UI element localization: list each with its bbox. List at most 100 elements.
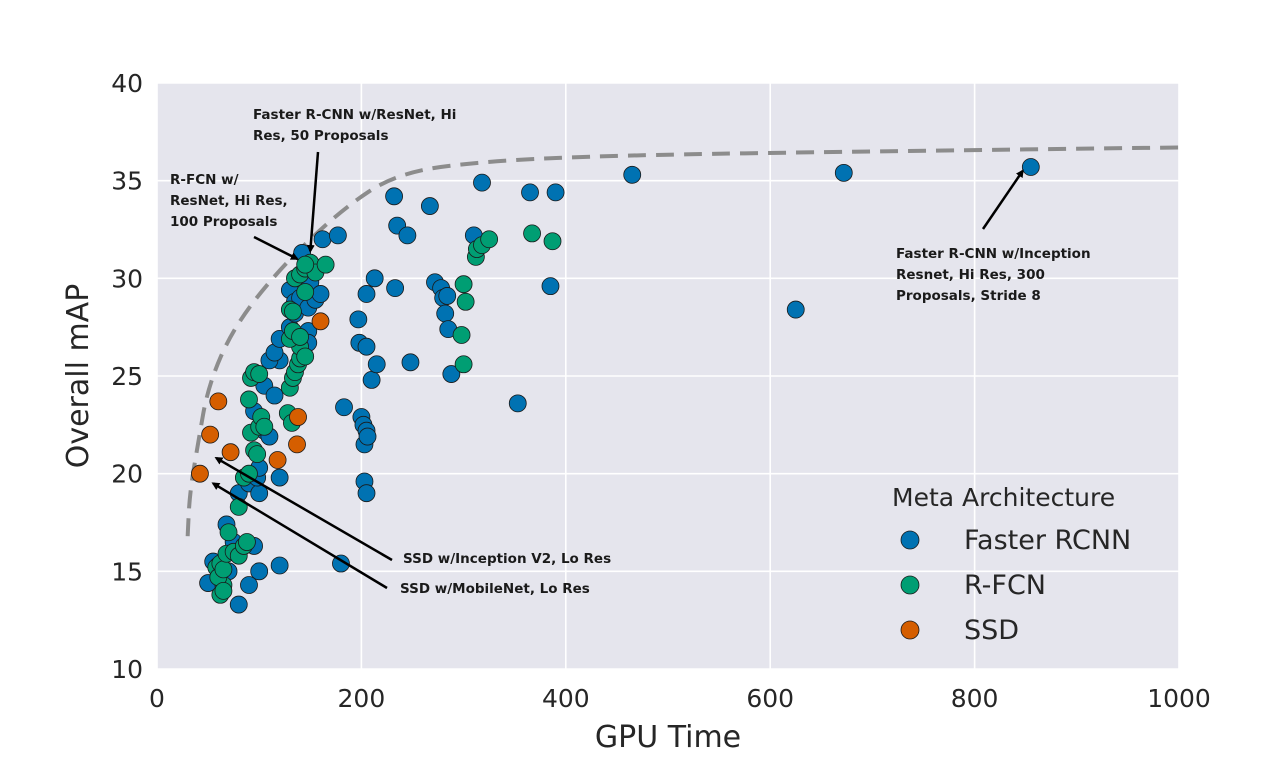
legend: Meta Architecture Faster RCNN R-FCN SSD xyxy=(892,483,1131,646)
legend-marker-faster-rcnn xyxy=(900,530,920,550)
point-faster-rcnn xyxy=(328,226,347,245)
legend-marker-r-fcn xyxy=(900,575,920,595)
annotation-arrow xyxy=(253,235,299,260)
point-faster-rcnn xyxy=(357,337,376,356)
legend-label-faster-rcnn: Faster RCNN xyxy=(964,525,1131,556)
point-ssd xyxy=(201,425,220,444)
point-r-fcn xyxy=(296,347,315,366)
y-tick-label: 25 xyxy=(111,362,143,391)
point-faster-rcnn xyxy=(362,371,381,389)
annotations: Faster R-CNN w/ResNet, Hi Res, 50 Proposa… xyxy=(170,107,1091,597)
point-faster-rcnn xyxy=(473,173,491,192)
point-faster-rcnn xyxy=(420,197,439,215)
point-faster-rcnn xyxy=(834,163,853,182)
annotation-arrow xyxy=(306,151,320,253)
point-faster-rcnn xyxy=(357,285,376,303)
y-tick-label: 40 xyxy=(111,69,143,98)
point-r-fcn xyxy=(291,328,309,346)
annotation: R-FCN w/ResNet, Hi Res, 100 Proposals xyxy=(170,172,299,260)
point-ssd xyxy=(288,435,306,454)
point-r-fcn xyxy=(296,283,315,301)
annotation-text: ResNet, Hi Res, xyxy=(170,193,288,209)
annotation-text: Faster R-CNN w/ResNet, Hi xyxy=(253,107,456,123)
point-faster-rcnn xyxy=(335,398,353,417)
point-r-fcn xyxy=(240,390,258,409)
y-tick-label: 20 xyxy=(111,460,143,489)
point-faster-rcnn xyxy=(250,562,269,581)
point-r-fcn xyxy=(456,292,475,311)
point-faster-rcnn xyxy=(786,300,805,319)
point-r-fcn xyxy=(480,230,499,249)
point-ssd xyxy=(311,312,330,331)
point-faster-rcnn xyxy=(438,287,457,305)
point-faster-rcnn xyxy=(386,279,405,298)
point-r-fcn xyxy=(296,255,315,274)
x-tick-label: 800 xyxy=(951,684,999,713)
point-ssd xyxy=(268,451,287,469)
point-r-fcn xyxy=(452,326,471,344)
point-r-fcn xyxy=(240,464,258,483)
point-faster-rcnn xyxy=(401,353,420,372)
annotation-arrow xyxy=(214,456,393,562)
y-axis-label: Overall mAP xyxy=(61,284,96,469)
annotation-text: Resnet, Hi Res, 300 xyxy=(896,267,1045,283)
point-r-fcn xyxy=(543,232,562,251)
annotation-text: Res, 50 Proposals xyxy=(253,128,388,144)
x-tick-label: 400 xyxy=(542,684,590,713)
point-faster-rcnn xyxy=(332,554,350,573)
point-faster-rcnn xyxy=(521,183,539,202)
point-faster-rcnn xyxy=(436,304,455,323)
point-r-fcn xyxy=(219,523,238,542)
point-r-fcn xyxy=(255,417,274,436)
point-r-fcn xyxy=(250,365,269,383)
annotation: Faster R-CNN w/ResNet, Hi Res, 50 Proposa… xyxy=(253,107,456,253)
point-r-fcn xyxy=(284,302,302,321)
legend-title: Meta Architecture xyxy=(892,483,1115,512)
point-faster-rcnn xyxy=(541,277,560,296)
legend-label-r-fcn: R-FCN xyxy=(964,570,1046,601)
y-tick-label: 30 xyxy=(111,264,143,293)
x-tick-label: 1000 xyxy=(1147,684,1211,713)
point-r-fcn xyxy=(238,533,256,551)
y-tick-label: 10 xyxy=(111,655,143,684)
point-faster-rcnn xyxy=(265,386,284,405)
annotation-text: Faster R-CNN w/Inception xyxy=(896,246,1091,262)
annotation-text: SSD w/MobileNet, Lo Res xyxy=(400,581,590,597)
point-r-fcn xyxy=(316,255,335,274)
x-axis-label: GPU Time xyxy=(595,720,741,755)
point-faster-rcnn xyxy=(357,484,376,503)
annotation-text: R-FCN w/ xyxy=(170,172,239,188)
annotation: SSD w/MobileNet, Lo Res xyxy=(211,482,590,597)
point-faster-rcnn xyxy=(623,165,642,184)
point-faster-rcnn xyxy=(229,595,248,614)
point-faster-rcnn xyxy=(349,310,368,329)
x-tick-label: 600 xyxy=(746,684,794,713)
point-faster-rcnn xyxy=(358,427,377,446)
annotation: Faster R-CNN w/Inception Resnet, Hi Res, … xyxy=(896,169,1091,304)
annotation: SSD w/Inception V2, Lo Res xyxy=(214,456,611,567)
point-r-fcn xyxy=(229,497,248,516)
point-faster-rcnn xyxy=(398,226,417,245)
point-r-fcn xyxy=(454,275,473,294)
point-r-fcn xyxy=(214,560,233,579)
y-tick-label: 15 xyxy=(111,557,143,586)
point-faster-rcnn xyxy=(1021,158,1040,176)
x-tick-label: 200 xyxy=(338,684,386,713)
point-faster-rcnn xyxy=(313,230,332,249)
point-faster-rcnn xyxy=(508,394,527,413)
point-faster-rcnn xyxy=(311,285,330,303)
point-ssd xyxy=(191,464,209,483)
y-tick-label: 35 xyxy=(111,167,143,196)
point-faster-rcnn xyxy=(270,556,289,575)
point-faster-rcnn xyxy=(385,187,404,206)
grid xyxy=(156,82,1180,670)
annotation-text: Proposals, Stride 8 xyxy=(896,288,1041,304)
point-faster-rcnn xyxy=(442,365,461,383)
annotation-text: SSD w/Inception V2, Lo Res xyxy=(403,551,611,567)
x-tick-label: 0 xyxy=(149,684,165,713)
point-r-fcn xyxy=(523,224,541,243)
point-faster-rcnn xyxy=(240,576,258,594)
point-ssd xyxy=(221,443,240,462)
point-r-fcn xyxy=(214,581,233,600)
